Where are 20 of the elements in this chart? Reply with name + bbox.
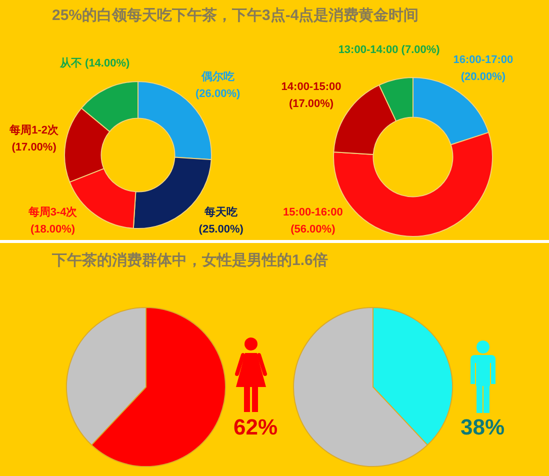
data-label: (56.00%) <box>290 224 336 236</box>
data-label: 38% <box>460 414 505 440</box>
chart-title: 下午茶的消费群体中，女性是男性的1.6倍 <box>52 251 328 271</box>
data-label: (17.00%) <box>12 142 57 154</box>
data-label: (20.00%) <box>460 70 506 83</box>
slice-label: 15:00-16:00 <box>282 206 343 219</box>
data-label: (26.00%) <box>196 88 240 100</box>
slice-label: 从不 (14.00%) <box>58 56 130 70</box>
slice-label: 偶尔吃 <box>200 70 234 84</box>
slice-label: 13:00-14:00 (7.00%) <box>338 44 440 56</box>
data-label: (18.00%) <box>30 224 76 236</box>
data-label: (17.00%) <box>288 98 334 110</box>
data-label: 62% <box>233 414 278 440</box>
slice-label: 每周3-4次 <box>27 206 78 219</box>
chart-title: 25%的白领每天吃下午茶，下午3点-4点是消费黄金时间 <box>52 6 419 26</box>
slice-label: 16:00-17:00 <box>453 54 514 66</box>
slice-label: 每天吃 <box>204 206 238 219</box>
data-label: (25.00%) <box>198 224 244 236</box>
slice-label: 14:00-15:00 <box>281 80 342 93</box>
slice-label: 每周1-2次 <box>8 124 60 137</box>
